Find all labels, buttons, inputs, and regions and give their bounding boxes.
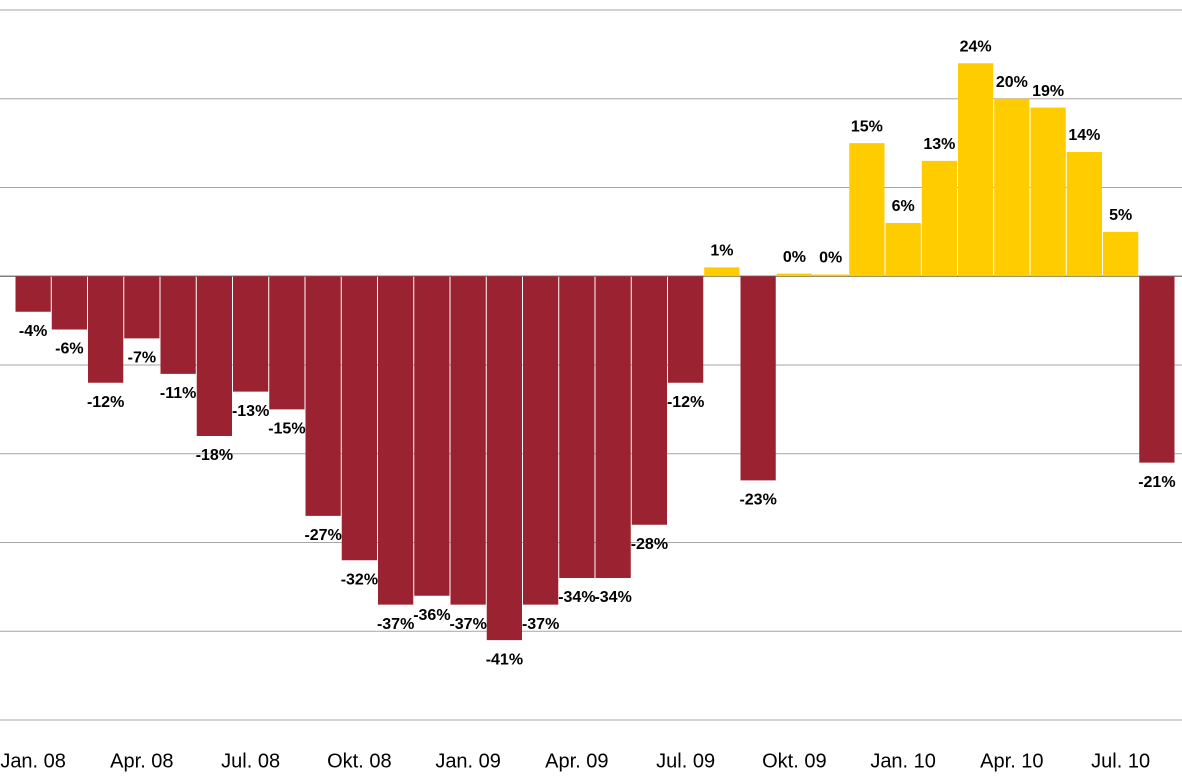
bar: [595, 276, 631, 578]
value-label: 24%: [960, 38, 992, 55]
x-tick-label: Jul. 10: [1091, 750, 1150, 772]
bar: [124, 276, 160, 339]
bar: [88, 276, 124, 383]
bar: [523, 276, 559, 605]
value-label: 6%: [892, 198, 915, 215]
x-tick-label: Jul. 09: [656, 750, 715, 772]
bar: [849, 143, 885, 277]
bar: [740, 276, 776, 481]
bar: [160, 276, 196, 374]
value-label: -15%: [268, 421, 305, 438]
value-label: 0%: [783, 249, 806, 266]
value-label: 13%: [923, 136, 955, 153]
bar: [15, 276, 51, 312]
value-label: -6%: [55, 341, 83, 358]
x-tick-label: Apr. 08: [110, 750, 173, 772]
bar: [341, 276, 377, 561]
bar: [450, 276, 486, 605]
bar: [486, 276, 522, 641]
bar: [1030, 107, 1066, 277]
x-tick-label: Jan. 10: [870, 750, 936, 772]
bar: [813, 274, 849, 277]
bar: [776, 273, 812, 277]
value-label: -34%: [558, 589, 595, 606]
bar: [704, 267, 740, 277]
value-label: -12%: [667, 394, 704, 411]
bar: [51, 276, 87, 330]
bar: [269, 276, 305, 410]
x-tick-label: Jul. 08: [221, 750, 280, 772]
bar: [958, 63, 994, 277]
value-label: 15%: [851, 118, 883, 135]
value-label: -11%: [160, 385, 196, 402]
value-label: -13%: [232, 403, 269, 420]
value-label: 19%: [1032, 83, 1064, 100]
x-tick-label: Okt. 08: [327, 750, 391, 772]
value-label: 0%: [819, 250, 842, 267]
value-label: -37%: [449, 616, 486, 633]
bar: [1103, 231, 1139, 277]
x-tick-label: Okt. 09: [762, 750, 826, 772]
value-label: 5%: [1109, 207, 1132, 224]
x-tick-label: Jan. 09: [435, 750, 501, 772]
value-label: -32%: [341, 571, 378, 588]
bar: [921, 160, 957, 277]
value-label: -27%: [304, 527, 341, 544]
value-label: 1%: [710, 243, 733, 260]
value-label: -37%: [522, 616, 559, 633]
x-tick-label: Jan. 08: [0, 750, 66, 772]
bar: [233, 276, 269, 392]
bar: [994, 98, 1030, 277]
value-label: 20%: [996, 74, 1028, 91]
bar: [559, 276, 595, 578]
value-label: -18%: [196, 447, 233, 464]
bar: [1066, 152, 1102, 277]
bar: [668, 276, 704, 383]
bar: [885, 223, 921, 277]
x-tick-label: Apr. 09: [545, 750, 608, 772]
bar: [414, 276, 450, 596]
bar: [1139, 276, 1175, 463]
value-label: -34%: [594, 589, 631, 606]
bar: [378, 276, 414, 605]
x-tick-label: Apr. 10: [980, 750, 1043, 772]
value-label: -21%: [1138, 474, 1175, 491]
value-label: -12%: [87, 394, 124, 411]
value-label: -37%: [377, 616, 414, 633]
value-label: -28%: [631, 536, 668, 553]
value-label: -7%: [128, 350, 156, 367]
bar: [631, 276, 667, 525]
value-label: -4%: [19, 323, 47, 340]
bar: [305, 276, 341, 516]
value-label: 14%: [1068, 127, 1100, 144]
value-label: -41%: [486, 651, 523, 668]
value-label: -36%: [413, 607, 450, 624]
bar: [196, 276, 232, 436]
value-label: -23%: [739, 492, 776, 509]
